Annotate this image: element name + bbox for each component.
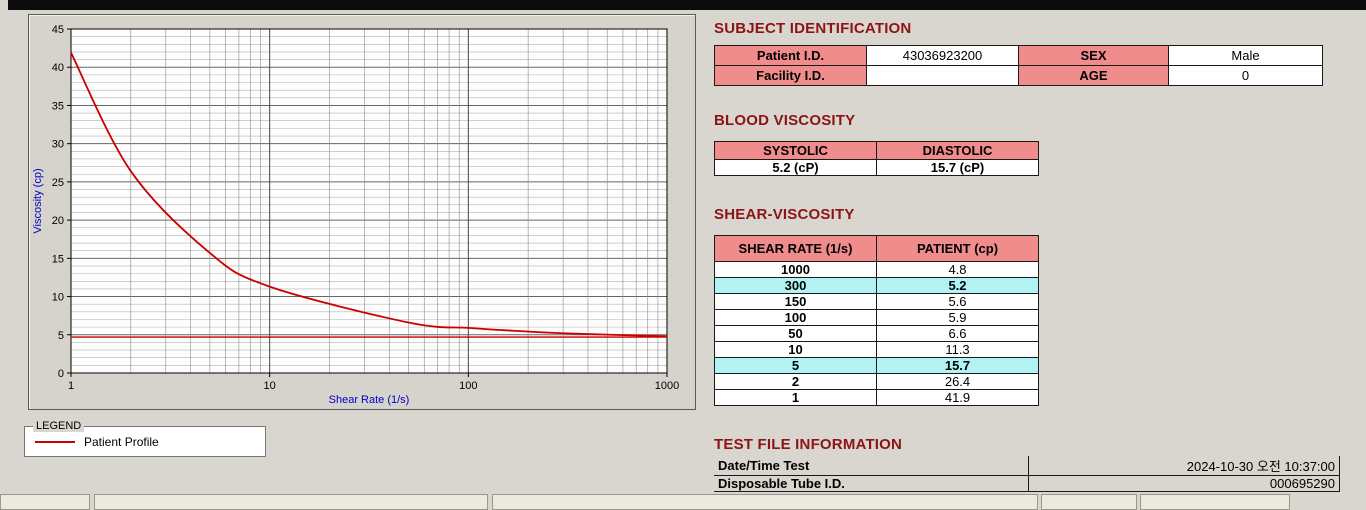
report-column: SUBJECT IDENTIFICATION Patient I.D. 4303… <box>706 10 1366 492</box>
patient-viscosity-cell: 26.4 <box>876 373 1039 390</box>
patient-viscosity-cell: 15.7 <box>876 357 1039 374</box>
svg-text:25: 25 <box>52 177 64 189</box>
table-row: Patient I.D. 43036923200 SEX Male <box>714 45 1323 66</box>
shear-rate-cell: 300 <box>714 277 877 294</box>
shear-viscosity-row: 300 5.2 <box>714 277 1039 294</box>
table-row: Disposable Tube I.D. 000695290 <box>714 475 1340 492</box>
subject-identification-heading: SUBJECT IDENTIFICATION <box>714 20 912 37</box>
table-row: SYSTOLIC DIASTOLIC <box>714 141 1039 160</box>
svg-text:5: 5 <box>58 330 64 342</box>
patient-viscosity-cell: 4.8 <box>876 261 1039 278</box>
svg-text:Viscosity (cp): Viscosity (cp) <box>32 168 44 233</box>
sex-label: SEX <box>1018 45 1169 66</box>
sex-value: Male <box>1168 45 1323 66</box>
patient-viscosity-cell: 5.6 <box>876 293 1039 310</box>
shear-rate-header: SHEAR RATE (1/s) <box>714 235 877 262</box>
patient-viscosity-cell: 5.9 <box>876 309 1039 326</box>
svg-text:0: 0 <box>58 368 64 380</box>
shear-rate-cell: 1 <box>714 389 877 406</box>
table-header-row: SHEAR RATE (1/s) PATIENT (cp) <box>714 235 1039 262</box>
systolic-header: SYSTOLIC <box>714 141 877 160</box>
age-label: AGE <box>1018 65 1169 86</box>
systolic-value: 5.2 (cP) <box>714 159 877 176</box>
age-value: 0 <box>1168 65 1323 86</box>
shear-viscosity-row: 1000 4.8 <box>714 261 1039 278</box>
shear-rate-cell: 100 <box>714 309 877 326</box>
shear-rate-cell: 50 <box>714 325 877 342</box>
svg-text:30: 30 <box>52 139 64 151</box>
svg-text:1000: 1000 <box>655 380 679 392</box>
test-file-information-table: Date/Time Test 2024-10-30 오전 10:37:00 Di… <box>714 456 1340 492</box>
shear-viscosity-heading: SHEAR-VISCOSITY <box>714 206 855 223</box>
shear-viscosity-row: 10 11.3 <box>714 341 1039 358</box>
shear-viscosity-row: 1 41.9 <box>714 389 1039 406</box>
svg-text:1: 1 <box>68 380 74 392</box>
patient-viscosity-cell: 11.3 <box>876 341 1039 358</box>
shear-viscosity-row: 2 26.4 <box>714 373 1039 390</box>
table-row: Facility I.D. AGE 0 <box>714 65 1323 86</box>
subject-identification-table: Patient I.D. 43036923200 SEX Male Facili… <box>714 45 1323 86</box>
svg-text:45: 45 <box>52 24 64 36</box>
legend-entry-label: Patient Profile <box>84 435 159 449</box>
date-time-test-value: 2024-10-30 오전 10:37:00 <box>1028 456 1340 476</box>
patient-cp-header: PATIENT (cp) <box>876 235 1039 262</box>
table-row: 5.2 (cP) 15.7 (cP) <box>714 159 1039 176</box>
svg-text:35: 35 <box>52 100 64 112</box>
blood-viscosity-heading: BLOOD VISCOSITY <box>714 112 856 129</box>
shear-viscosity-row: 100 5.9 <box>714 309 1039 326</box>
disposable-tube-id-value: 000695290 <box>1028 475 1340 492</box>
shear-rate-cell: 2 <box>714 373 877 390</box>
patient-viscosity-cell: 5.2 <box>876 277 1039 294</box>
svg-text:100: 100 <box>459 380 477 392</box>
legend-title: LEGEND <box>33 420 85 432</box>
svg-text:Shear Rate (1/s): Shear Rate (1/s) <box>329 394 410 406</box>
svg-text:40: 40 <box>52 62 64 74</box>
patient-id-value: 43036923200 <box>866 45 1019 66</box>
svg-text:10: 10 <box>52 292 64 304</box>
svg-text:15: 15 <box>52 253 64 265</box>
main-content: 0 5 10 15 20 25 30 35 40 45 1 10 100 1000 Shear Rate (… <box>0 10 1366 492</box>
facility-id-label: Facility I.D. <box>714 65 867 86</box>
shear-viscosity-row: 150 5.6 <box>714 293 1039 310</box>
disposable-tube-id-label: Disposable Tube I.D. <box>714 475 1029 492</box>
shear-rate-cell: 5 <box>714 357 877 374</box>
shear-rate-cell: 10 <box>714 341 877 358</box>
blood-viscosity-table: SYSTOLIC DIASTOLIC 5.2 (cP) 15.7 (cP) <box>714 141 1039 176</box>
svg-text:20: 20 <box>52 215 64 227</box>
diastolic-value: 15.7 (cP) <box>876 159 1039 176</box>
patient-viscosity-cell: 41.9 <box>876 389 1039 406</box>
bottom-toolbar <box>0 494 1366 510</box>
patient-profile-line-swatch <box>35 441 75 443</box>
test-file-information-heading: TEST FILE INFORMATION <box>714 436 903 453</box>
patient-id-label: Patient I.D. <box>714 45 867 66</box>
shear-viscosity-row: 50 6.6 <box>714 325 1039 342</box>
legend-entry: Patient Profile <box>33 435 257 449</box>
window-titlebar[interactable] <box>8 0 1366 10</box>
shear-viscosity-table: SHEAR RATE (1/s) PATIENT (cp) 1000 4.8 300… <box>714 235 1039 406</box>
viscosity-chart-panel: 0 5 10 15 20 25 30 35 40 45 1 10 100 1000 Shear Rate (… <box>28 14 696 410</box>
svg-text:10: 10 <box>264 380 276 392</box>
patient-viscosity-cell: 6.6 <box>876 325 1039 342</box>
facility-id-value <box>866 65 1019 86</box>
shear-viscosity-row: 5 15.7 <box>714 357 1039 374</box>
shear-rate-cell: 150 <box>714 293 877 310</box>
viscosity-chart: 0 5 10 15 20 25 30 35 40 45 1 10 100 1000 Shear Rate (… <box>32 24 679 406</box>
chart-legend: LEGEND Patient Profile <box>24 420 266 457</box>
diastolic-header: DIASTOLIC <box>876 141 1039 160</box>
shear-rate-cell: 1000 <box>714 261 877 278</box>
date-time-test-label: Date/Time Test <box>714 456 1029 476</box>
table-row: Date/Time Test 2024-10-30 오전 10:37:00 <box>714 456 1340 476</box>
chart-column: 0 5 10 15 20 25 30 35 40 45 1 10 100 1000 Shear Rate (… <box>0 10 706 492</box>
